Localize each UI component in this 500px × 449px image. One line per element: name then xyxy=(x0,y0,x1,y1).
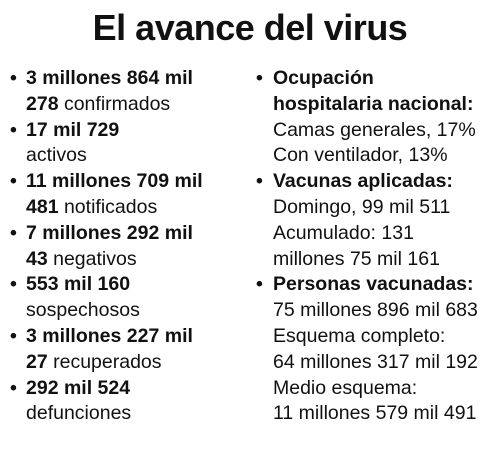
bullet-icon: • xyxy=(10,170,17,193)
stat-value: 7 millones 292 mil xyxy=(26,221,193,244)
list-item-sospechosos: • 553 mil 160 sospechosos xyxy=(10,272,248,324)
stat-line: 11 millones 579 mil 491 xyxy=(273,402,477,425)
stat-value-tail: 481 xyxy=(26,195,59,218)
bullet-icon: • xyxy=(10,376,17,399)
stat-label: notificados xyxy=(58,195,158,218)
section-heading: Personas vacunadas: xyxy=(273,273,474,296)
bullet-icon: • xyxy=(256,67,263,89)
stat-value: 292 mil 524 xyxy=(26,376,131,399)
stat-line: Acumulado: 131 xyxy=(273,221,414,244)
section-heading: Ocupación xyxy=(273,67,374,89)
section-heading: Vacunas aplicadas: xyxy=(273,170,453,193)
stat-line: Esquema completo: xyxy=(273,324,446,347)
bullet-icon: • xyxy=(10,118,17,141)
stat-value: 11 millones 709 mil xyxy=(26,170,203,193)
stat-label: sospechosos xyxy=(26,299,140,322)
stat-value: 553 mil 160 xyxy=(26,273,131,296)
stat-line: millones 75 mil 161 xyxy=(273,247,440,270)
stat-line: Domingo, 99 mil 511 xyxy=(273,195,451,218)
stat-label: recuperados xyxy=(47,350,162,373)
list-item-vacunas: • Vacunas aplicadas: Domingo, 99 mil 511… xyxy=(256,169,496,272)
stat-line: 64 millones 317 mil 192 xyxy=(273,350,478,373)
right-column: • Ocupación hospitalaria nacional: Camas… xyxy=(256,66,496,427)
stat-label: defunciones xyxy=(26,402,132,425)
stat-value-tail: 43 xyxy=(26,247,48,270)
list-item-notificados: • 11 millones 709 mil 481 notificados xyxy=(10,169,248,221)
bullet-icon: • xyxy=(10,221,17,244)
list-item-defunciones: • 292 mil 524 defunciones xyxy=(10,376,248,428)
list-item-hospital: • Ocupación hospitalaria nacional: Camas… xyxy=(256,66,496,169)
bullet-icon: • xyxy=(10,324,17,347)
section-heading: hospitalaria nacional: xyxy=(273,92,474,115)
left-column: • 3 millones 864 mil 278 confirmados • 1… xyxy=(10,66,248,427)
stat-label: negativos xyxy=(47,247,137,270)
stat-value: 3 millones 227 mil xyxy=(26,324,193,347)
stat-line: Medio esquema: xyxy=(273,376,418,399)
list-item-negativos: • 7 millones 292 mil 43 negativos xyxy=(10,221,248,273)
stat-label: confirmados xyxy=(58,92,171,115)
stat-label: activos xyxy=(26,144,87,167)
bullet-icon: • xyxy=(10,67,17,89)
stat-value: 3 millones 864 mil xyxy=(26,67,193,89)
list-item-recuperados: • 3 millones 227 mil 27 recuperados xyxy=(10,324,248,376)
stat-line: Con ventilador, 13% xyxy=(273,144,448,167)
list-item-confirmados: • 3 millones 864 mil 278 confirmados xyxy=(10,66,248,118)
stat-line: 75 millones 896 mil 683 xyxy=(273,299,478,322)
bullet-icon: • xyxy=(256,170,263,193)
page-title: El avance del virus xyxy=(92,7,408,48)
list-item-personas: • Personas vacunadas: 75 millones 896 mi… xyxy=(256,272,496,427)
bullet-icon: • xyxy=(10,273,17,296)
stat-value-tail: 27 xyxy=(26,350,48,373)
list-item-activos: • 17 mil 729 activos xyxy=(10,118,248,170)
stat-value-tail: 278 xyxy=(26,92,59,115)
bullet-icon: • xyxy=(256,273,263,296)
stat-value: 17 mil 729 xyxy=(26,118,120,141)
stat-line: Camas generales, 17% xyxy=(273,118,476,141)
